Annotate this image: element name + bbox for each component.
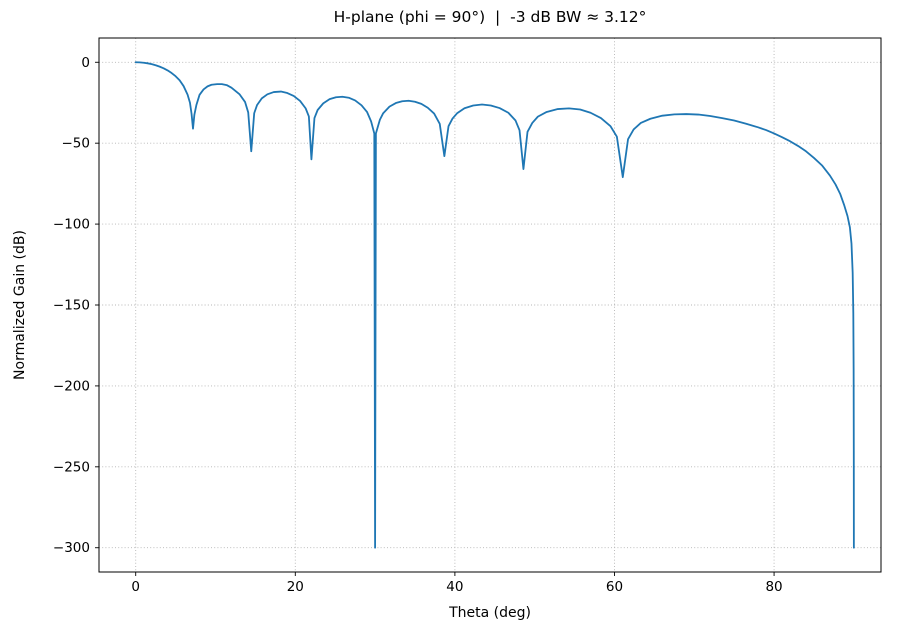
x-tick-label: 20 (287, 579, 304, 595)
y-tick-label: −250 (53, 459, 90, 475)
y-tick-label: −200 (53, 378, 90, 394)
x-tick-label: 80 (765, 579, 782, 595)
gain-curve (134, 61, 855, 549)
x-axis-label: Theta (deg) (449, 605, 531, 621)
y-tick-label: −50 (62, 136, 91, 152)
x-tick-label: 40 (446, 579, 463, 595)
y-tick-label: 0 (81, 55, 90, 71)
y-tick-label: −150 (53, 298, 90, 314)
y-tick-label: −300 (53, 540, 90, 556)
y-axis-label: Normalized Gain (dB) (12, 230, 28, 380)
y-tick-label: −100 (53, 217, 90, 233)
x-tick-label: 0 (131, 579, 140, 595)
chart-title: H-plane (phi = 90°) | -3 dB BW ≈ 3.12° (333, 8, 647, 26)
x-tick-label: 60 (606, 579, 623, 595)
